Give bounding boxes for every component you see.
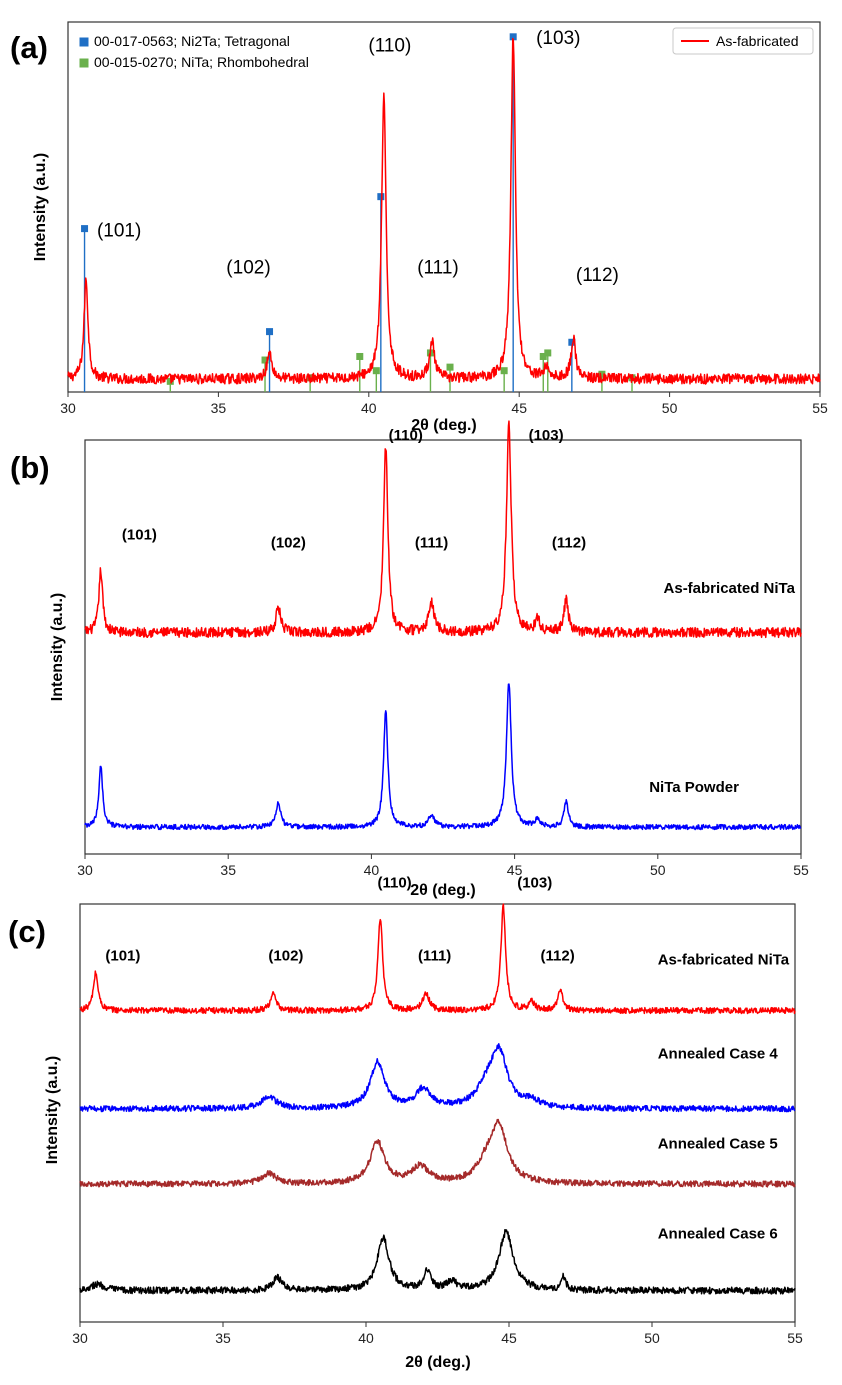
y-axis-title: Intensity (a.u.)	[49, 593, 66, 701]
x-tick-label: 35	[215, 1330, 231, 1346]
reference-marker	[500, 367, 508, 375]
legend-marker-rhombohedral	[79, 58, 89, 68]
peak-label: (101)	[97, 221, 141, 242]
legend-marker-tetragonal	[79, 37, 89, 47]
series-lines	[67, 37, 821, 385]
plot-frame	[79, 903, 796, 1323]
x-axis: 30 35 40 45 50 55	[72, 1322, 803, 1346]
x-tick-label: 45	[507, 862, 523, 878]
x-tick-label: 45	[511, 400, 527, 416]
reference-marker	[539, 352, 547, 360]
peak-label: (111)	[418, 947, 451, 964]
peak-labels: (101) (102) (110) (111) (103) (112)	[97, 28, 619, 286]
series-line	[79, 1118, 796, 1188]
x-tick-label: 30	[72, 1330, 88, 1346]
x-tick-label: 45	[501, 1330, 517, 1346]
series-labels: As-fabricated NiTa NiTa Powder	[649, 580, 795, 796]
peak-label: (102)	[268, 947, 303, 964]
reference-sticks	[81, 33, 636, 392]
x-tick-label: 35	[220, 862, 236, 878]
x-tick-label: 30	[60, 400, 76, 416]
x-axis-title: 2θ (deg.)	[405, 1354, 471, 1371]
reference-marker	[544, 349, 552, 357]
reference-marker	[261, 356, 269, 364]
peak-label: (112)	[552, 535, 586, 552]
peak-label: (111)	[415, 535, 448, 552]
legend-box	[672, 27, 814, 55]
peak-label: (101)	[105, 947, 140, 964]
x-tick-label: 55	[787, 1330, 803, 1346]
series-label: Annealed Case 4	[658, 1046, 779, 1063]
peak-label: (102)	[226, 258, 270, 279]
series-line	[84, 683, 802, 831]
series-line	[79, 1043, 796, 1113]
reference-marker	[377, 193, 385, 201]
x-tick-label: 50	[662, 400, 678, 416]
x-axis: 30 35 40 45 50 55	[60, 392, 828, 416]
legend-label-tetragonal: 00-017-0563; Ni2Ta; Tetragonal	[94, 33, 290, 49]
panel-a-chart: (a) 30 35 40 45 50 55 (101)(102)(110)(111)(10…	[10, 21, 828, 434]
y-axis-title: Intensity (a.u.)	[44, 1056, 61, 1164]
reference-marker	[166, 377, 174, 385]
series-label: NiTa Powder	[649, 779, 739, 796]
reference-marker	[266, 328, 274, 336]
series-lines	[84, 420, 802, 831]
x-tick-label: 40	[361, 400, 377, 416]
x-tick-label: 40	[364, 862, 380, 878]
panel-letter: (a)	[10, 30, 48, 65]
x-tick-label: 30	[77, 862, 93, 878]
panel-b-chart: (b) 30 35 40 45 50 55 (101) (102)(110)(111)(10…	[10, 420, 809, 899]
series-label: Annealed Case 6	[658, 1225, 778, 1242]
x-axis-title: 2θ (deg.)	[411, 417, 477, 434]
legend-label-rhombohedral: 00-015-0270; NiTa; Rhombohedral	[94, 54, 309, 70]
series-lines	[79, 903, 796, 1295]
series-label: As-fabricated NiTa	[658, 952, 790, 969]
peak-label: (112)	[576, 265, 619, 286]
peak-label: (110)	[377, 874, 411, 891]
reference-marker	[446, 363, 454, 371]
reference-marker	[356, 352, 364, 360]
x-axis-title: 2θ (deg.)	[410, 882, 476, 899]
peak-label: (111)	[417, 258, 459, 279]
y-axis-title: Intensity (a.u.)	[32, 153, 49, 261]
peak-label: (110)	[389, 427, 423, 444]
peak-label: (103)	[536, 28, 580, 49]
plot-frame	[84, 439, 802, 855]
peak-label: (103)	[529, 427, 564, 444]
series-line	[79, 903, 796, 1015]
x-axis: 30 35 40 45 50 55	[77, 854, 809, 878]
peak-label: (110)	[368, 36, 411, 57]
series-line	[84, 420, 802, 639]
x-tick-label: 55	[793, 862, 809, 878]
peak-labels: (101) (102) (110) (111) (103) (112)	[105, 874, 574, 964]
series-line	[67, 37, 821, 385]
peak-label: (112)	[541, 947, 575, 964]
series-label: As-fabricated NiTa	[664, 580, 796, 597]
reference-marker	[372, 367, 380, 375]
reference-marker	[81, 225, 89, 233]
series-labels: As-fabricated NiTa Annealed Case 4 Anneale…	[658, 952, 790, 1243]
peak-labels: (101) (102) (110) (111) (103) (112)	[122, 427, 586, 552]
reference-marker	[509, 33, 517, 41]
plot-frame	[67, 21, 821, 393]
peak-label: (101)	[122, 526, 157, 543]
legend-label-as-fabricated: As-fabricated	[716, 33, 798, 49]
peak-label: (103)	[517, 874, 552, 891]
series-legend: As-fabricated	[672, 27, 814, 55]
panel-letter: (b)	[10, 450, 50, 485]
x-tick-label: 35	[211, 400, 227, 416]
panel-c-chart: (c) 30 35 40 45 50 55 (101) (102)(110)(111)(10…	[8, 874, 803, 1371]
panel-letter: (c)	[8, 914, 46, 949]
x-tick-label: 40	[358, 1330, 374, 1346]
reference-legend: 00-017-0563; Ni2Ta; Tetragonal 00-015-02…	[79, 33, 309, 70]
x-tick-label: 50	[650, 862, 666, 878]
x-tick-label: 50	[644, 1330, 660, 1346]
reference-marker	[568, 338, 576, 346]
series-label: Annealed Case 5	[658, 1136, 778, 1153]
series-line	[79, 1229, 796, 1295]
x-tick-label: 55	[812, 400, 828, 416]
peak-label: (102)	[271, 535, 306, 552]
reference-marker	[598, 370, 606, 378]
